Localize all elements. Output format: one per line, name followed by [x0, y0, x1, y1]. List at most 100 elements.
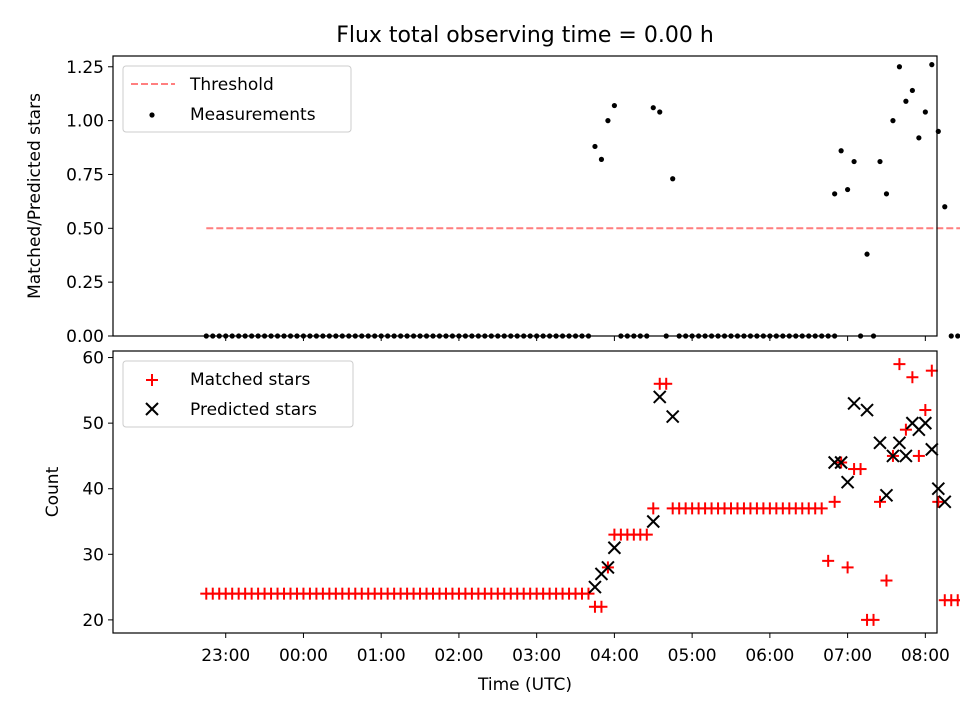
top-legend-box	[122, 65, 352, 133]
predicted-star-marker	[892, 436, 907, 450]
bottom-y-tick-label: 30	[82, 545, 104, 565]
measurement-point	[922, 109, 928, 115]
x-tick-label: 07:00	[823, 646, 872, 666]
measurement-point	[942, 204, 948, 210]
matched-star-marker	[932, 495, 945, 508]
predicted-star-marker	[653, 390, 667, 404]
predicted-star-marker	[601, 560, 615, 575]
predicted-star-marker	[931, 482, 946, 496]
predicted-star-marker	[925, 442, 939, 457]
legend-threshold-label: Threshold	[189, 75, 274, 95]
x-tick-label: 03:00	[512, 646, 561, 666]
predicted-star-marker	[607, 541, 622, 555]
top-y-tick-label: 0.50	[66, 219, 104, 239]
top-x-axis-ticks	[225, 336, 926, 341]
top-y-tick-label: 0.75	[66, 165, 104, 185]
predicted-star-marker	[646, 514, 660, 529]
x-tick-label: 06:00	[745, 646, 794, 666]
x-tick-label: 08:00	[901, 646, 950, 666]
predicted-star-marker	[847, 396, 861, 411]
measurement-point	[896, 64, 903, 70]
measurement-point	[657, 109, 663, 115]
top-legend: Threshold Measurements	[122, 65, 352, 133]
measurement-point	[890, 118, 896, 124]
predicted-star-marker	[918, 416, 933, 430]
x-tick-label: 05:00	[668, 646, 717, 666]
predicted-star-marker	[886, 449, 900, 463]
top-y-axis-label: Matched/Predicted stars	[25, 93, 45, 299]
legend-matched-label: Matched stars	[190, 370, 310, 390]
bottom-y-axis-label: Count	[43, 466, 63, 517]
x-tick-label: 00:00	[279, 646, 328, 666]
top-y-tick-label: 0.00	[66, 327, 104, 347]
predicted-star-marker	[840, 475, 855, 489]
x-tick-label: 04:00	[590, 646, 639, 666]
matched-star-marker	[880, 574, 893, 587]
measurement-point	[864, 251, 870, 257]
predicted-star-marker	[827, 455, 842, 470]
measurement-point	[916, 135, 922, 141]
predicted-star-marker	[588, 580, 602, 594]
legend-measurements-label: Measurements	[190, 105, 316, 125]
legend-predicted-label: Predicted stars	[190, 400, 317, 420]
matched-star-marker	[660, 377, 673, 390]
measurement-point	[598, 156, 605, 162]
predicted-star-marker	[879, 488, 894, 502]
predicted-star-marker	[938, 495, 952, 509]
matched-star-marker	[854, 463, 867, 476]
matched-star-marker	[647, 502, 660, 515]
measurement-point	[851, 158, 857, 165]
measurement-point	[838, 148, 844, 154]
top-y-tick-label: 1.25	[66, 58, 104, 78]
measurement-point	[611, 102, 617, 109]
x-tick-label: 02:00	[434, 646, 483, 666]
measurement-point	[650, 105, 656, 111]
predicted-star-marker	[860, 403, 874, 417]
predicted-star-marker	[899, 449, 913, 463]
matched-star-marker	[912, 449, 925, 462]
measurement-point	[929, 62, 935, 68]
measurements-legend-swatch	[149, 112, 155, 118]
top-y-tick-label: 1.00	[66, 112, 104, 132]
matched-star-marker	[582, 587, 595, 600]
matched-star-marker	[906, 371, 919, 384]
measurement-point	[903, 98, 909, 104]
top-y-tick-label: 0.25	[66, 273, 104, 293]
measurement-point	[605, 118, 611, 124]
matched-star-marker	[919, 404, 932, 417]
matched-star-marker	[822, 554, 835, 567]
bottom-legend-box	[122, 360, 354, 428]
bottom-panel: 20 30 40 50 60 23:00 00:00 01:00 02:00 03:00 04:0…	[43, 349, 960, 695]
top-y-axis: 0.00 0.25 0.50 0.75 1.00 1.25	[66, 58, 113, 347]
measurement-point	[670, 176, 676, 182]
predicted-star-marker	[834, 455, 848, 470]
bottom-y-tick-label: 60	[82, 349, 104, 369]
bottom-plot-area	[200, 358, 960, 626]
matched-star-marker	[815, 502, 828, 515]
measurement-point	[948, 333, 954, 339]
x-axis-label: Time (UTC)	[477, 675, 572, 695]
matched-star-marker	[951, 594, 960, 607]
x-tick-label: 01:00	[357, 646, 406, 666]
matched-star-marker	[640, 528, 653, 541]
bottom-y-tick-label: 40	[82, 480, 104, 500]
measurement-point	[832, 191, 838, 197]
matched-star-marker	[867, 613, 880, 626]
predicted-legend-swatch	[145, 402, 159, 416]
bottom-legend: Matched stars Predicted stars	[122, 360, 354, 428]
measurement-point	[955, 333, 960, 339]
matched-star-marker	[595, 600, 608, 613]
matched-star-marker	[828, 495, 841, 508]
predicted-star-marker	[665, 409, 680, 424]
x-tick-label: 23:00	[201, 646, 250, 666]
bottom-y-tick-label: 20	[82, 611, 104, 631]
matched-star-marker	[873, 495, 886, 508]
measurement-point	[592, 143, 598, 150]
chart-title: Flux total observing time = 0.00 h	[336, 23, 714, 48]
matched-star-marker	[841, 561, 854, 574]
measurement-point	[909, 87, 915, 94]
bottom-x-axis: 23:00 00:00 01:00 02:00 03:00 04:00 05:00 06:00…	[201, 633, 950, 666]
bottom-y-tick-label: 50	[82, 414, 104, 434]
measurement-point	[845, 186, 851, 193]
